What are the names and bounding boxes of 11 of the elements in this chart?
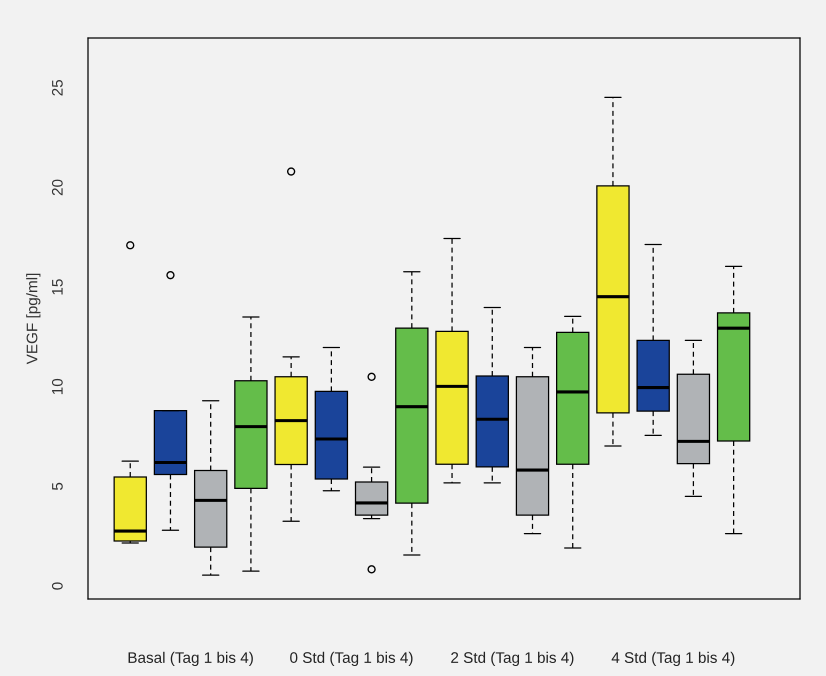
y-tick-label: 20 — [52, 180, 63, 196]
y-tick-label: 25 — [52, 80, 63, 96]
y-tick-label: 0 — [52, 582, 63, 590]
x-tick-label: Basal (Tag 1 bis 4) — [128, 652, 253, 666]
y-axis-title: VEGF [pg/ml] — [26, 274, 40, 364]
y-tick-label: 15 — [52, 279, 63, 294]
x-tick-label: 2 Std (Tag 1 bis 4) — [451, 652, 574, 666]
x-tick-label: 4 Std (Tag 1 bis 4) — [612, 652, 734, 666]
x-tick-label: 0 Std (Tag 1 bis 4) — [290, 652, 413, 666]
y-tick-label: 10 — [52, 378, 63, 394]
y-tick-label: 5 — [52, 482, 63, 490]
